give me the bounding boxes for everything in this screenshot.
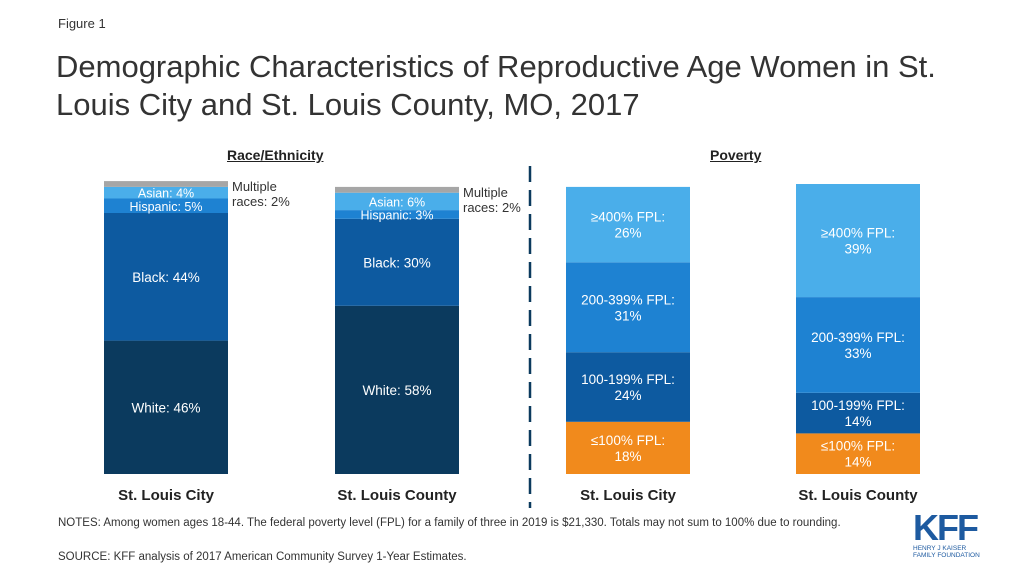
source-text: SOURCE: KFF analysis of 2017 American Co… (58, 551, 467, 563)
data-label-st-louis-county-400-fpl: ≥400% FPL: 39% (821, 226, 895, 257)
bar-st-louis-county-black (335, 218, 459, 306)
category-label-st-louis-city-poverty: St. Louis City (580, 487, 676, 504)
bar-st-louis-county-100-199-fpl (796, 392, 920, 434)
bar-st-louis-city-400-fpl (566, 186, 690, 263)
bar-st-louis-county-asian (335, 192, 459, 211)
data-label-st-louis-city-200-399-fpl: 200-399% FPL: 31% (581, 292, 675, 323)
panel-title-race: Race/Ethnicity (227, 147, 324, 163)
bar-st-louis-city-white (104, 340, 228, 474)
category-label-st-louis-city-race: St. Louis City (118, 487, 214, 504)
bar-st-louis-city-black (104, 213, 228, 341)
bar-st-louis-county-400-fpl (796, 184, 920, 298)
bar-st-louis-county-multiple-races (335, 186, 459, 193)
bar-st-louis-county-hispanic (335, 210, 459, 219)
data-label-st-louis-city-100-fpl: ≤100% FPL: 18% (591, 433, 665, 464)
data-label-st-louis-county-black: Black: 30% (363, 255, 431, 270)
figure-label: Figure 1 (58, 16, 106, 31)
category-label-st-louis-county-poverty: St. Louis County (798, 487, 918, 504)
bar-st-louis-county-100-fpl (796, 433, 920, 474)
bar-st-louis-city-100-199-fpl (566, 352, 690, 422)
logo-line-1: HENRY J KAISER (913, 545, 967, 552)
data-label-st-louis-county-200-399-fpl: 200-399% FPL: 33% (811, 330, 905, 361)
bar-st-louis-city-100-fpl (566, 421, 690, 474)
data-label-st-louis-city-asian: Asian: 4% (138, 187, 194, 201)
panel-title-poverty: Poverty (710, 147, 762, 163)
data-label-st-louis-city-100-199-fpl: 100-199% FPL: 24% (581, 372, 675, 403)
data-label-st-louis-city-400-fpl: ≥400% FPL: 26% (591, 210, 665, 241)
data-label-st-louis-city-hispanic: Hispanic: 5% (130, 200, 203, 214)
data-label-st-louis-county-hispanic: Hispanic: 3% (361, 208, 434, 222)
bar-st-louis-city-multiple-races (104, 181, 228, 187)
data-label-st-louis-county-multiple-races: Multiple races: 2% (463, 185, 521, 215)
bar-st-louis-city-hispanic (104, 198, 228, 213)
chart-title: Demographic Characteristics of Reproduct… (56, 49, 936, 122)
bar-st-louis-city-asian (104, 186, 228, 199)
data-label-st-louis-county-100-199-fpl: 100-199% FPL: 14% (811, 398, 905, 429)
logo-mark: KFF (913, 507, 979, 548)
data-label-st-louis-county-white: White: 58% (362, 383, 431, 398)
bar-st-louis-city-200-399-fpl (566, 262, 690, 353)
logo-line-2: FAMILY FOUNDATION (913, 552, 980, 559)
category-label-st-louis-county-race: St. Louis County (337, 487, 457, 504)
data-label-st-louis-county-100-fpl: ≤100% FPL: 14% (821, 439, 895, 470)
data-label-st-louis-city-black: Black: 44% (132, 270, 200, 285)
bar-st-louis-county-white (335, 305, 459, 474)
data-label-st-louis-city-white: White: 46% (131, 400, 200, 415)
data-label-st-louis-county-asian: Asian: 6% (369, 195, 425, 209)
kff-logo: KFF HENRY J KAISER FAMILY FOUNDATION (913, 507, 993, 560)
data-label-st-louis-city-multiple-races: Multiple races: 2% (232, 179, 290, 209)
bar-st-louis-county-200-399-fpl (796, 297, 920, 393)
notes-text: NOTES: Among women ages 18-44. The feder… (58, 517, 841, 529)
